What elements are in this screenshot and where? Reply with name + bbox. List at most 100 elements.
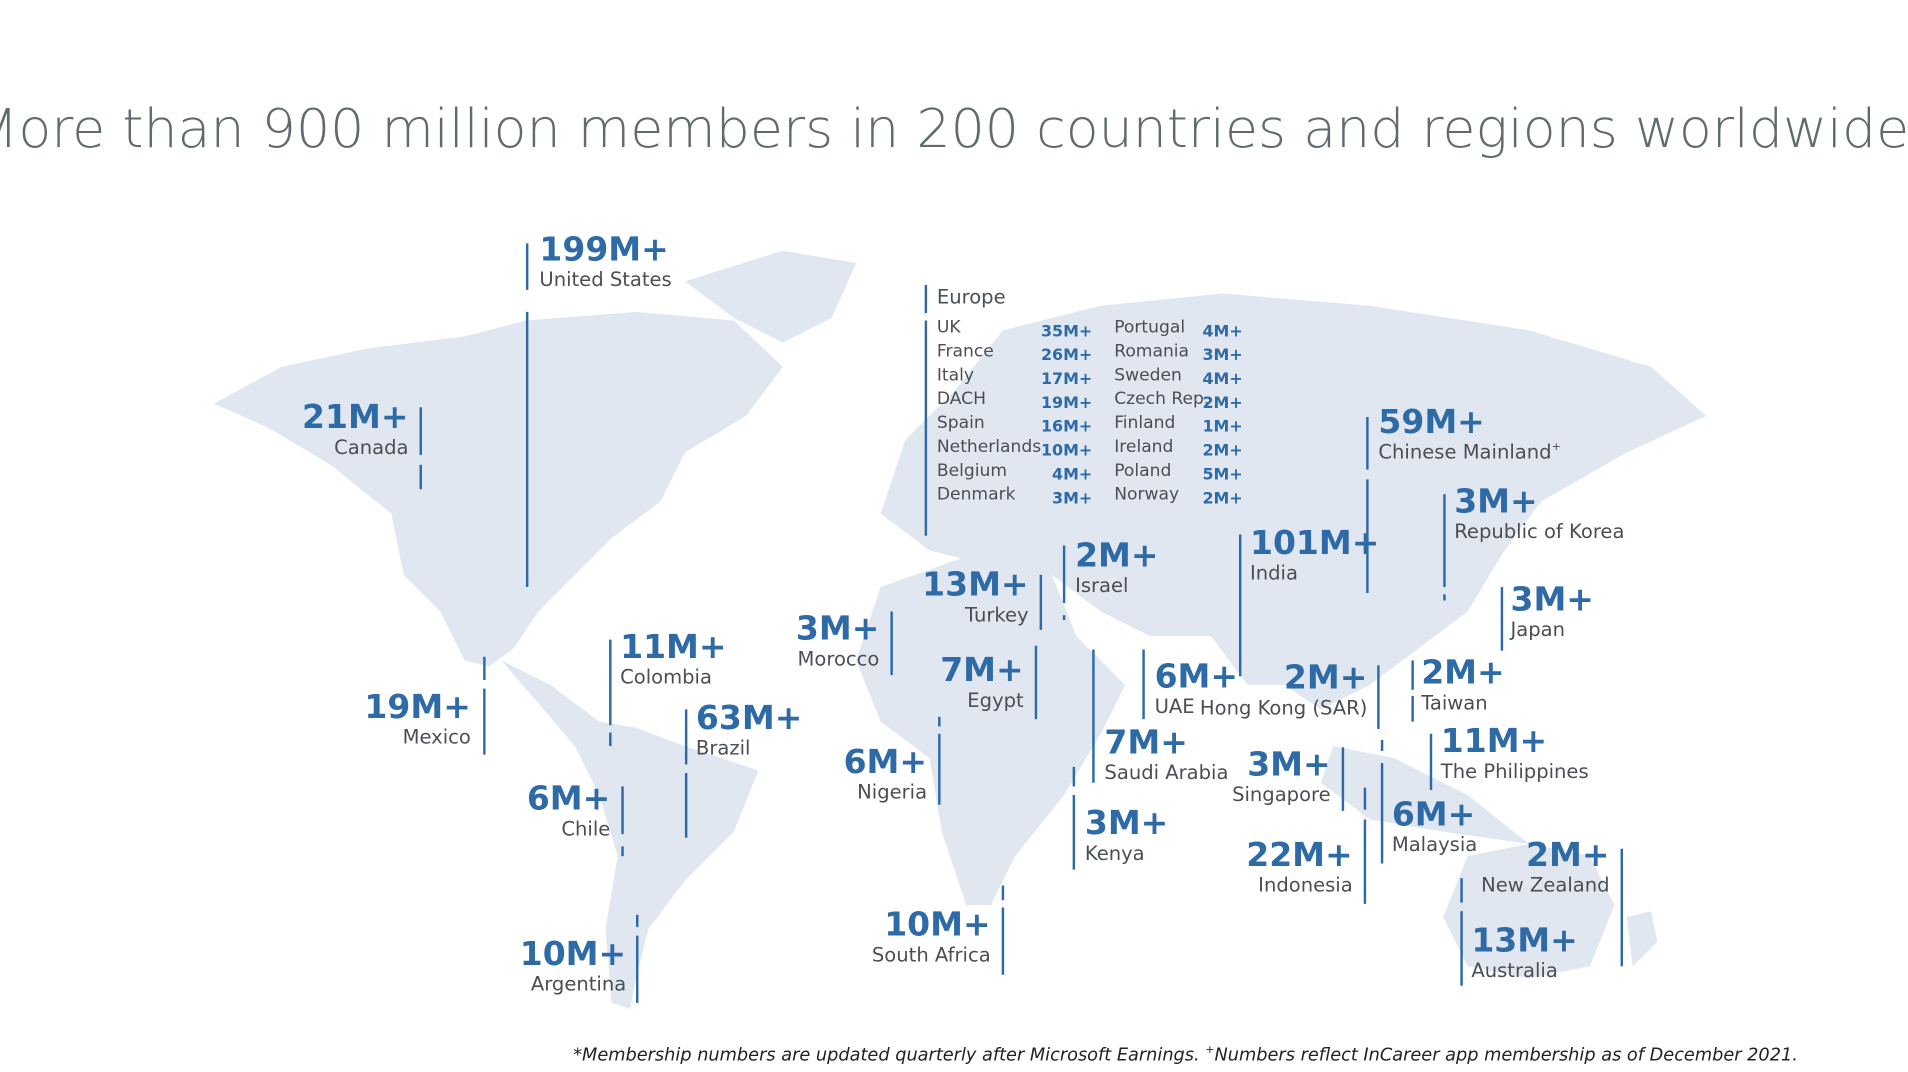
region-name-text: United States [539,268,671,291]
region-name: Brazil [696,737,751,760]
europe-count: 1M+ [1202,417,1242,436]
europe-country: Netherlands [937,437,1041,457]
region-name: Chinese Mainland+ [1378,440,1560,464]
member-count: 2M+ [1075,535,1159,574]
member-count: 3M+ [1454,481,1538,520]
footnote-mark: + [1205,1043,1214,1056]
member-count: 2M+ [1284,658,1368,697]
member-count: 63M+ [696,698,802,737]
member-count: 101M+ [1250,523,1379,562]
europe-country: Ireland [1114,437,1173,457]
europe-count: 3M+ [1052,488,1092,507]
region-name: Canada [334,436,408,459]
europe-count: 3M+ [1202,345,1242,364]
europe-country: Norway [1114,485,1179,505]
member-count: 10M+ [520,934,626,973]
member-count: 11M+ [620,627,726,666]
europe-country: UK [937,318,962,338]
europe-country: Portugal [1114,318,1185,338]
member-count: 19M+ [364,687,470,726]
region-name: Turkey [964,603,1029,626]
member-count: 11M+ [1441,721,1547,760]
europe-count: 17M+ [1041,369,1092,388]
region-name: Morocco [798,647,880,670]
region-name-text: Chile [561,817,610,840]
europe-count: 19M+ [1041,393,1092,412]
region-name-text: Nigeria [857,781,927,804]
region-name-text: Egypt [967,689,1024,712]
member-count: 22M+ [1246,835,1352,874]
region-name-text: The Philippines [1440,760,1589,783]
region-name: Republic of Korea [1454,520,1624,543]
member-count: 199M+ [539,230,668,269]
europe-country: Sweden [1114,365,1182,385]
region-name-text: Brazil [696,737,751,760]
europe-count: 4M+ [1202,321,1242,340]
europe-country: Finland [1114,413,1175,433]
region-name-text: Hong Kong (SAR) [1200,696,1367,719]
region-name-text: South Africa [872,943,991,966]
europe-country: Czech Rep. [1114,389,1209,409]
region-name-text: Israel [1075,574,1128,597]
member-count: 2M+ [1421,653,1505,692]
europe-count: 4M+ [1202,369,1242,388]
region-name-text: Australia [1471,959,1557,982]
region-name-text: Mexico [403,726,471,749]
europe-country: DACH [937,389,986,409]
region-name: The Philippines [1440,760,1589,783]
member-count: 10M+ [884,905,990,944]
region-name: Mexico [403,726,471,749]
member-count: 3M+ [1510,579,1594,618]
region-name: Saudi Arabia [1104,761,1228,784]
member-count: 59M+ [1378,402,1484,441]
region-name-text: India [1250,562,1298,585]
europe-country: France [937,342,994,362]
region-name: Argentina [531,973,626,996]
region-name-text: Indonesia [1258,874,1353,897]
europe-count: 5M+ [1202,464,1242,483]
region-name: Singapore [1232,783,1331,806]
region-name: Malaysia [1392,833,1477,856]
europe-count: 4M+ [1052,464,1092,483]
region-name-text: Argentina [531,973,626,996]
region-name-text: Colombia [620,666,712,689]
region-name: Kenya [1085,842,1145,865]
member-count: 3M+ [796,609,880,648]
footnote-text: Numbers reflect InCareer app membership … [1215,1045,1798,1065]
region-name: South Africa [872,943,991,966]
europe-country: Italy [937,365,974,385]
europe-panel: Europe UK 35M+ France 26M+ Italy 17M+ DACH 19M+… [924,284,1243,536]
region-name-text: Saudi Arabia [1104,761,1228,784]
europe-count: 35M+ [1041,321,1092,340]
europe-count: 2M+ [1202,488,1242,507]
region-name: Hong Kong (SAR) [1200,696,1367,719]
footnote-text: *Membership numbers are updated quarterl… [573,1045,1205,1065]
europe-country: Belgium [937,461,1007,481]
region-note-mark: + [1552,440,1561,453]
region-name-text: Singapore [1232,783,1331,806]
member-count: 3M+ [1247,744,1331,783]
member-count: 6M+ [527,779,611,818]
region-name-text: Canada [334,436,408,459]
region-name: Colombia [620,666,712,689]
europe-count: 2M+ [1202,393,1242,412]
europe-country: Poland [1114,461,1171,481]
region-name-text: Taiwan [1420,691,1487,714]
europe-country: Romania [1114,342,1189,362]
member-count: 6M+ [1392,795,1476,834]
region-name: Egypt [967,689,1024,712]
member-count: 3M+ [1085,803,1169,842]
europe-count: 26M+ [1041,345,1092,364]
member-count: 7M+ [940,650,1024,689]
world-map [214,250,1707,1010]
member-count: 21M+ [302,397,408,436]
region-name-text: Kenya [1085,842,1145,865]
member-count: 13M+ [922,565,1028,604]
region-name: Nigeria [857,781,927,804]
member-count: 6M+ [844,742,928,781]
region-name: Taiwan [1420,691,1487,714]
region-name-text: Republic of Korea [1454,520,1624,543]
region-name-text: Malaysia [1392,833,1477,856]
